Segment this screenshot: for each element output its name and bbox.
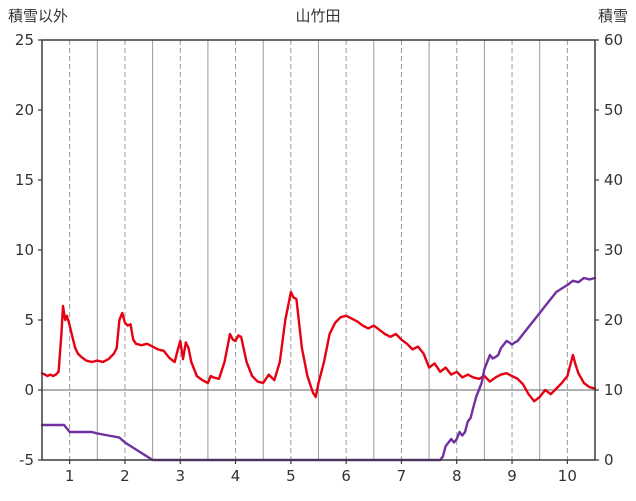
right-axis-title: 積雪 [597,7,628,25]
left-axis-tick-label: 10 [15,241,34,259]
left-axis-title: 積雪以外 [8,7,69,25]
chart-title: 山竹田 [295,7,341,25]
series-line-left [40,290,597,403]
series-line-right [40,276,597,462]
left-axis-tick-label: 25 [15,31,34,49]
right-axis-tick-label: 20 [604,311,623,329]
x-axis-tick-label: 5 [286,467,296,485]
x-axis-tick-label: 6 [341,467,351,485]
left-axis-tick-label: 20 [15,101,34,119]
left-axis-tick-label: -5 [19,451,34,469]
right-axis-tick-label: 0 [604,451,614,469]
left-axis-tick-label: 5 [24,311,34,329]
right-axis-tick-label: 60 [604,31,623,49]
x-axis-tick-label: 9 [507,467,517,485]
x-axis-tick-label: 8 [452,467,462,485]
x-axis-tick-label: 3 [175,467,185,485]
right-axis-tick-label: 30 [604,241,623,259]
x-axis-tick-label: 4 [231,467,241,485]
x-axis-tick-label: 2 [120,467,130,485]
left-axis-tick-label: 15 [15,171,34,189]
x-axis-tick-label: 1 [65,467,75,485]
right-axis-tick-label: 40 [604,171,623,189]
left-axis-tick-label: 0 [24,381,34,399]
x-axis-tick-label: 10 [558,467,577,485]
x-axis-tick-label: 7 [397,467,407,485]
right-axis-tick-label: 10 [604,381,623,399]
right-axis-tick-label: 50 [604,101,623,119]
